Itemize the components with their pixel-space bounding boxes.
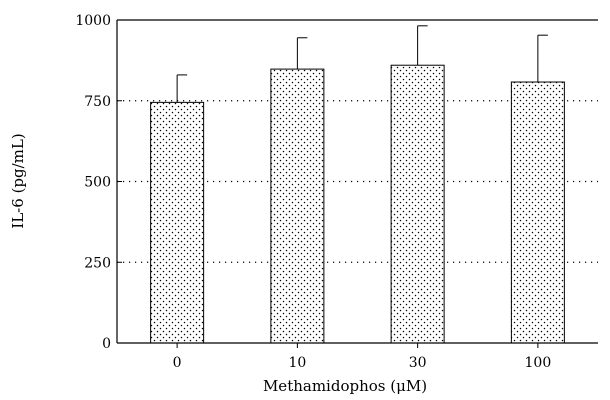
bar-0 [150, 101, 205, 344]
y-tick-label-0: 0 [102, 336, 111, 352]
bar-10 [270, 68, 325, 344]
grid-lines [117, 100, 598, 263]
y-tick-label-500: 500 [84, 175, 111, 191]
y-tick-label-750: 750 [84, 94, 111, 110]
y-axis-label: IL-6 (pg/mL) [9, 133, 27, 228]
x-axis-label: Methamidophos (μM) [263, 377, 427, 395]
bar-100 [510, 81, 565, 344]
x-tick-label-100: 100 [525, 355, 552, 371]
x-axis-ticks: 0 10 30 100 [173, 343, 552, 371]
y-tick-label-250: 250 [84, 255, 111, 271]
y-axis-ticks: 0 250 500 750 1000 [75, 13, 122, 352]
x-tick-label-30: 30 [409, 355, 427, 371]
y-tick-label-1000: 1000 [75, 13, 111, 29]
error-bars [176, 25, 548, 103]
bar-30 [390, 64, 445, 344]
bars [150, 64, 565, 344]
x-tick-label-0: 0 [173, 355, 182, 371]
x-tick-label-10: 10 [288, 355, 306, 371]
